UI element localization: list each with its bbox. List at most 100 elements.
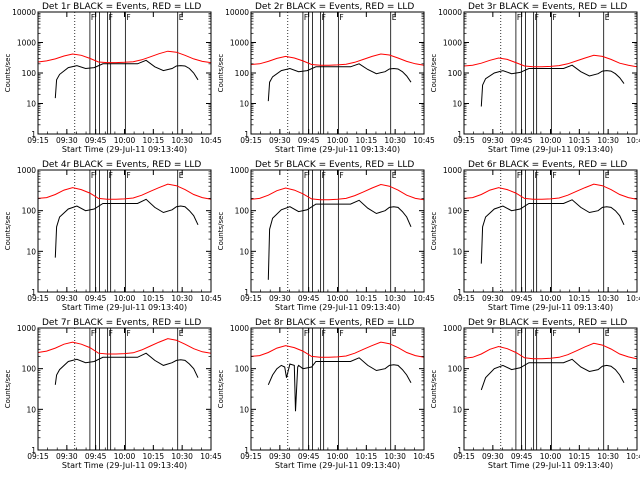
marker-label: F (552, 329, 556, 338)
panel-title: Det 8r BLACK = Events, RED = LLD (255, 318, 414, 328)
x-tick-label: 09:30 (56, 136, 78, 145)
y-tick-label: 1 (31, 130, 36, 139)
lld-series-line (37, 50, 212, 64)
y-tick-label: 1 (244, 288, 249, 297)
x-tick-label: 10:30 (597, 452, 619, 461)
x-tick-label: 10:45 (626, 136, 640, 145)
y-tick-label: 1 (244, 446, 249, 455)
x-tick-label: 09:30 (269, 294, 291, 303)
panel-1: Det 1r BLACK = Events, RED = LLDFFFE1101… (4, 2, 222, 154)
y-tick-label: 100 (235, 207, 250, 216)
marker-label: E (605, 171, 610, 180)
panel-title: Det 7r BLACK = Events, RED = LLD (42, 318, 201, 328)
x-tick-label: 10:45 (200, 452, 222, 461)
marker-label: F (517, 329, 521, 338)
x-axis-label: Start Time (29-Jul-11 09:13:40) (275, 461, 400, 470)
panel-title: Det 4r BLACK = Events, RED = LLD (42, 160, 201, 170)
panel-4: Det 4r BLACK = Events, RED = LLDFFFE1101… (4, 160, 222, 312)
panel-title: Det 2r BLACK = Events, RED = LLD (255, 2, 414, 12)
events-series-line (480, 64, 625, 107)
y-tick-label: 10 (26, 100, 36, 109)
x-tick-label: 10:45 (413, 136, 435, 145)
x-tick-label: 09:30 (482, 294, 504, 303)
x-axis-label: Start Time (29-Jul-11 09:13:40) (62, 145, 187, 154)
x-tick-label: 09:30 (269, 452, 291, 461)
x-tick-label: 10:15 (356, 294, 378, 303)
x-tick-label: 10:00 (327, 136, 349, 145)
lld-series-line (37, 183, 212, 200)
x-axis-label: Start Time (29-Jul-11 09:13:40) (488, 145, 613, 154)
y-tick-label: 1000 (443, 39, 462, 48)
x-tick-label: 09:45 (511, 294, 533, 303)
marker-label: F (552, 13, 556, 22)
marker-label: F (91, 13, 95, 22)
x-tick-label: 09:15 (453, 452, 475, 461)
events-series-line (267, 63, 412, 102)
panel-2: Det 2r BLACK = Events, RED = LLDFFFE1101… (217, 2, 435, 154)
marker-label: F (126, 13, 130, 22)
x-tick-label: 09:15 (453, 294, 475, 303)
y-tick-label: 1000 (230, 324, 249, 333)
panel-6: Det 6r BLACK = Events, RED = LLDFFFE1101… (430, 160, 640, 312)
x-tick-label: 09:45 (298, 136, 320, 145)
x-tick-label: 10:45 (626, 294, 640, 303)
y-axis-label: Counts/sec (217, 212, 225, 251)
y-tick-label: 100 (235, 69, 250, 78)
x-tick-label: 10:30 (171, 136, 193, 145)
events-series-line (480, 199, 625, 264)
x-tick-label: 09:45 (298, 294, 320, 303)
lld-series-line (250, 183, 425, 201)
x-tick-label: 10:45 (413, 294, 435, 303)
marker-label: F (126, 171, 130, 180)
x-tick-label: 10:30 (597, 136, 619, 145)
panel-3: Det 3r BLACK = Events, RED = LLDFFFE1101… (430, 2, 640, 154)
x-tick-label: 09:30 (269, 136, 291, 145)
x-tick-label: 10:15 (569, 136, 591, 145)
x-tick-label: 10:30 (384, 452, 406, 461)
y-axis-label: Counts/sec (4, 54, 12, 93)
y-axis-label: Counts/sec (430, 212, 438, 251)
y-tick-label: 100 (448, 69, 463, 78)
y-tick-label: 10000 (225, 8, 249, 17)
y-axis-label: Counts/sec (4, 212, 12, 251)
y-tick-label: 1000 (17, 39, 36, 48)
marker-label: F (91, 171, 95, 180)
marker-label: E (392, 329, 397, 338)
marker-label: F (126, 329, 130, 338)
x-tick-label: 09:15 (27, 452, 49, 461)
lld-series-line (463, 54, 638, 68)
marker-label: E (179, 329, 184, 338)
events-series-line (54, 198, 199, 258)
events-series-line (267, 199, 412, 280)
y-tick-label: 1 (457, 446, 462, 455)
x-tick-label: 10:45 (200, 136, 222, 145)
x-tick-label: 10:00 (540, 136, 562, 145)
x-tick-label: 09:15 (27, 294, 49, 303)
x-tick-label: 09:45 (511, 136, 533, 145)
panel-7: Det 7r BLACK = Events, RED = LLDFFFE1101… (4, 318, 222, 470)
y-tick-label: 1000 (443, 324, 462, 333)
x-tick-label: 10:15 (143, 294, 165, 303)
x-tick-label: 09:15 (453, 136, 475, 145)
x-axis-label: Start Time (29-Jul-11 09:13:40) (62, 461, 187, 470)
x-axis-label: Start Time (29-Jul-11 09:13:40) (488, 461, 613, 470)
x-tick-label: 10:45 (200, 294, 222, 303)
y-tick-label: 1000 (17, 324, 36, 333)
marker-label: F (552, 171, 556, 180)
events-series-line (54, 59, 199, 99)
x-tick-label: 10:30 (384, 136, 406, 145)
panel-title: Det 5r BLACK = Events, RED = LLD (255, 160, 414, 170)
panel-title: Det 9r BLACK = Events, RED = LLD (468, 318, 627, 328)
y-axis-label: Counts/sec (4, 370, 12, 409)
x-tick-label: 09:45 (511, 452, 533, 461)
x-tick-label: 09:30 (482, 136, 504, 145)
y-tick-label: 1000 (443, 166, 462, 175)
x-tick-label: 09:45 (298, 452, 320, 461)
y-tick-label: 100 (235, 365, 250, 374)
x-tick-label: 10:00 (540, 294, 562, 303)
x-tick-label: 10:00 (327, 452, 349, 461)
plot-frame (37, 169, 212, 293)
marker-label: E (392, 171, 397, 180)
x-tick-label: 10:30 (171, 294, 193, 303)
